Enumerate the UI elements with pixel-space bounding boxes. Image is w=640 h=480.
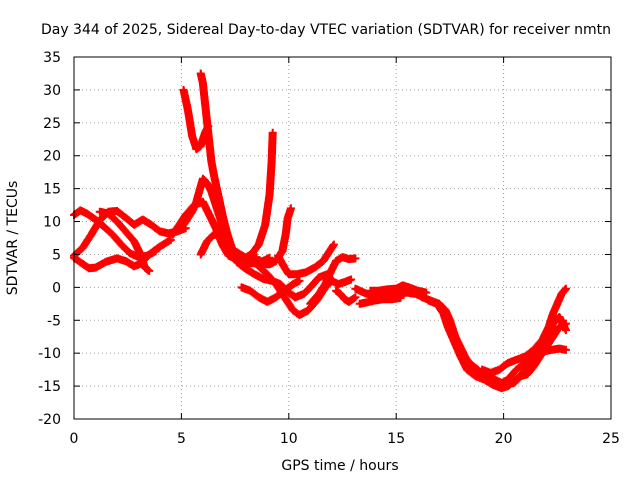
series-arc-4	[95, 207, 154, 275]
y-tick-label: -15	[38, 379, 61, 395]
y-tick-label: -20	[38, 412, 61, 428]
series-arc-9	[168, 128, 277, 264]
y-tick-label: -10	[38, 346, 61, 362]
plot-frame	[73, 56, 612, 420]
y-tick-label: 30	[43, 83, 61, 99]
point-markers	[460, 344, 570, 389]
y-tick-label: 10	[43, 215, 61, 231]
point-markers	[306, 253, 360, 308]
series-arc-15	[306, 253, 360, 308]
x-tick-label: 20	[495, 431, 513, 447]
y-axis-label: SDTVAR / TECUs	[5, 181, 21, 296]
point-markers	[259, 204, 295, 269]
series-arc-13	[274, 240, 338, 279]
axis-ticks: 0 5 10 15 20 25 -20 -15 -10 -5 0 5 10 15 20 25 30 35	[38, 50, 620, 447]
series-arc-12	[259, 204, 295, 269]
point-markers	[196, 69, 261, 264]
series-arc-6	[196, 69, 261, 264]
x-tick-label: 10	[280, 431, 298, 447]
y-tick-label: -5	[47, 313, 61, 329]
series-arc-18	[355, 293, 405, 308]
y-tick-label: 35	[43, 50, 61, 66]
series-arc-16	[332, 286, 360, 306]
point-markers	[355, 293, 405, 308]
point-markers	[237, 276, 304, 306]
chart-title: Day 344 of 2025, Sidereal Day-to-day VTE…	[41, 22, 611, 38]
x-tick-label: 15	[387, 431, 405, 447]
x-axis-label: GPS time / hours	[281, 458, 398, 474]
y-tick-label: 5	[52, 247, 61, 263]
x-tick-label: 5	[177, 431, 186, 447]
point-markers	[332, 286, 360, 306]
y-tick-label: 0	[52, 280, 61, 296]
x-tick-label: 0	[70, 431, 79, 447]
point-markers	[168, 128, 277, 264]
point-markers	[478, 284, 570, 377]
series-arc-24	[478, 284, 570, 377]
y-tick-label: 25	[43, 116, 61, 132]
series-arc-23	[460, 344, 570, 389]
y-tick-label: 20	[43, 149, 61, 165]
y-tick-label: 15	[43, 182, 61, 198]
point-markers	[95, 207, 154, 275]
series-arc-11	[237, 276, 304, 306]
x-tick-label: 25	[602, 431, 620, 447]
data-points	[70, 69, 570, 393]
point-markers	[274, 240, 338, 279]
